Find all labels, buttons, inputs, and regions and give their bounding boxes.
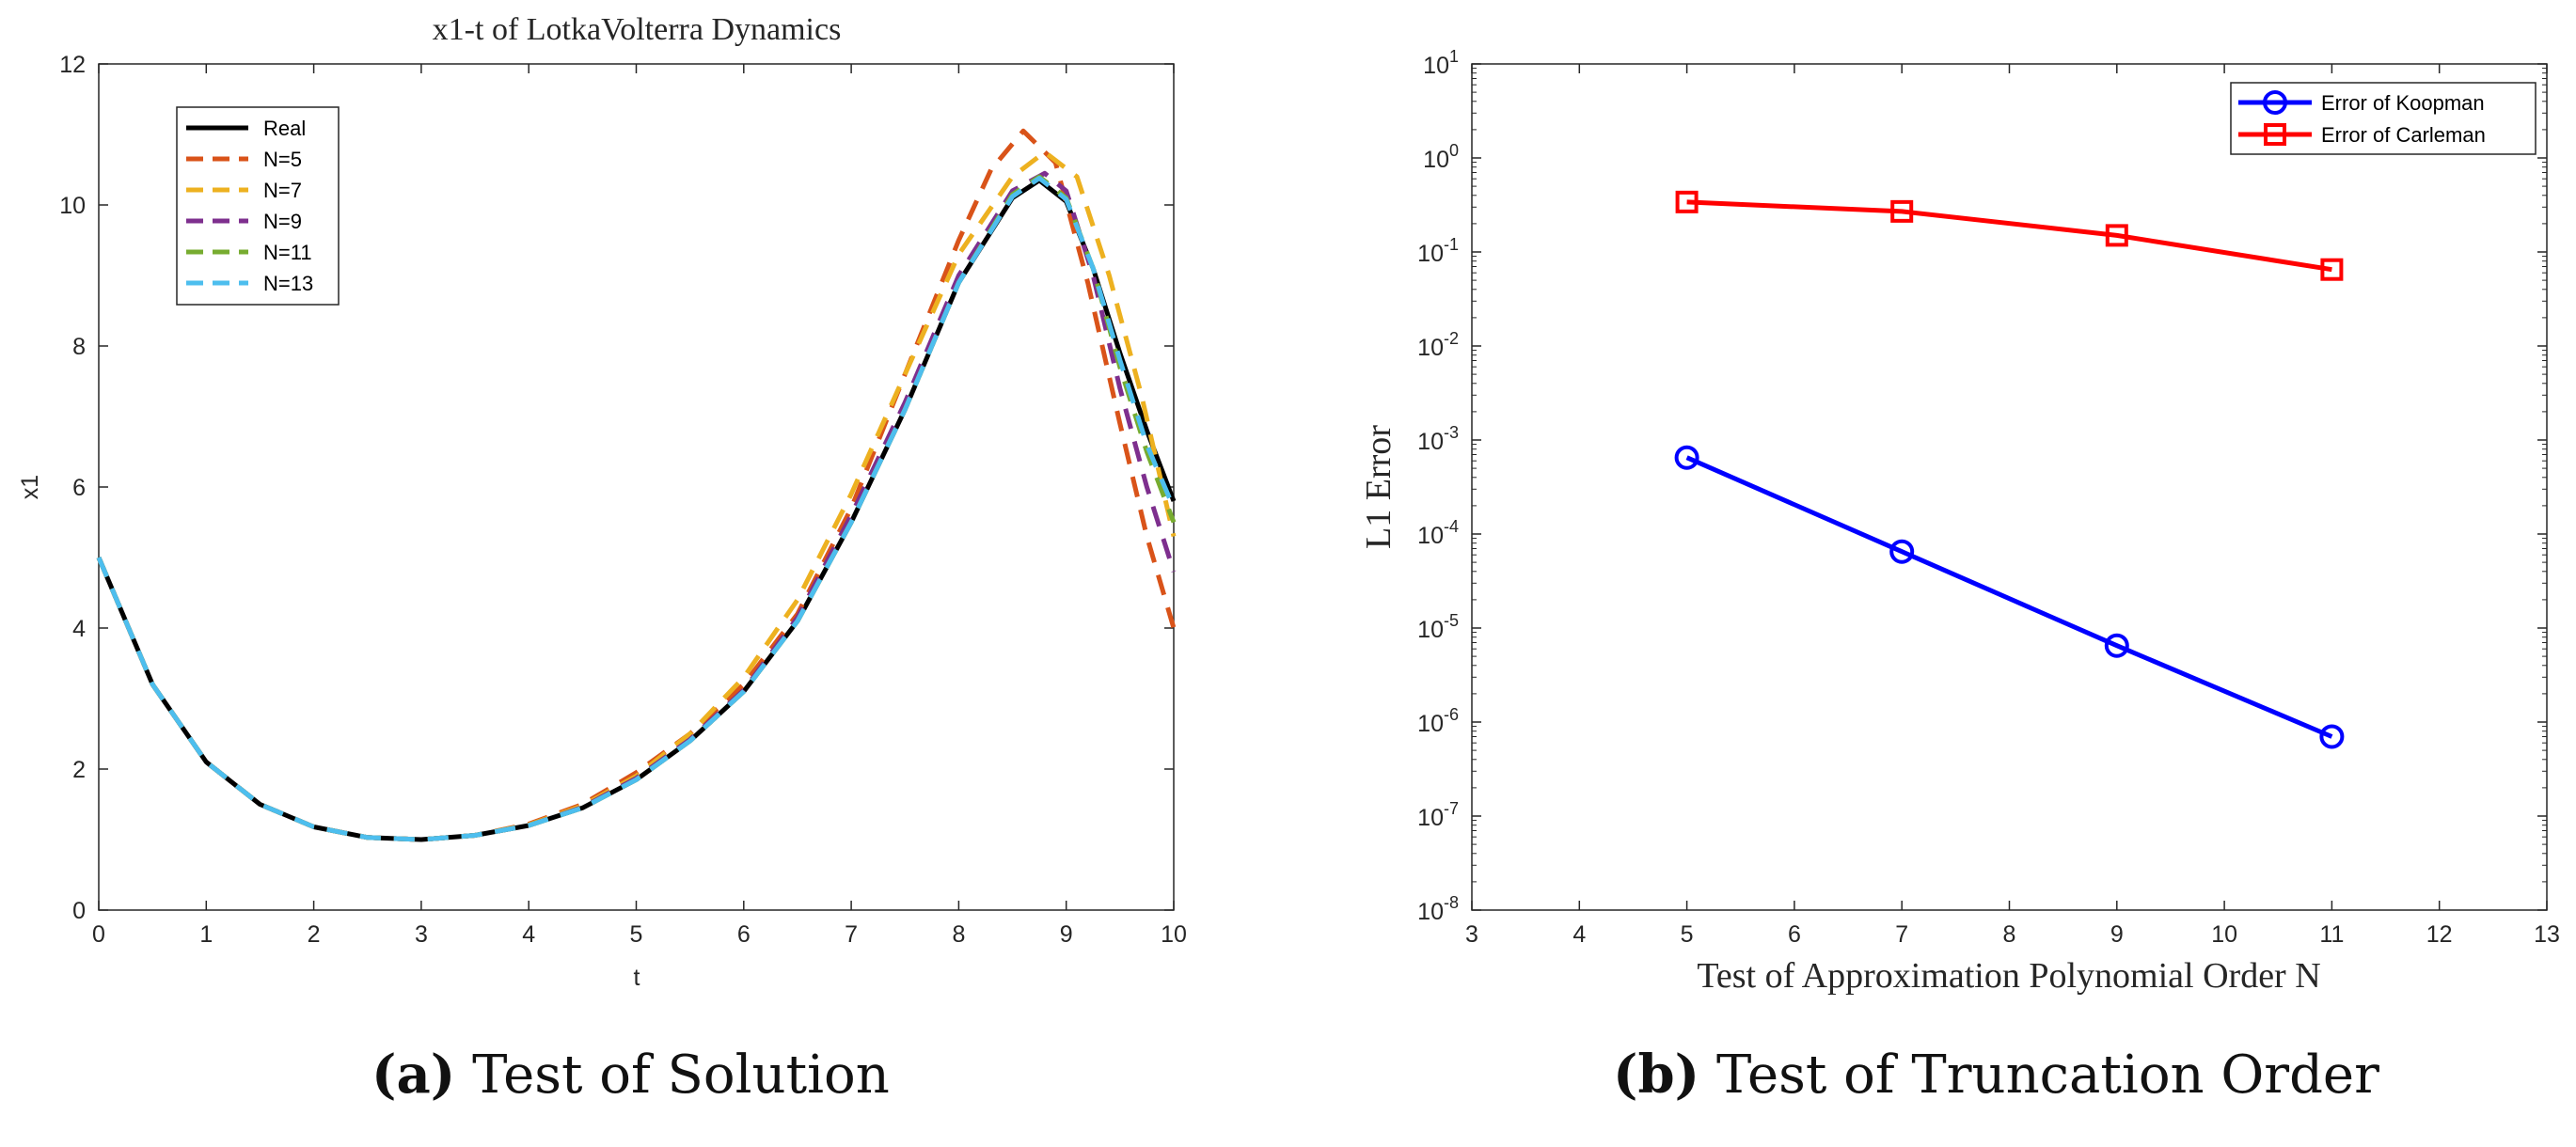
data-point-error-of-carleman — [1890, 199, 1914, 223]
y-tick-label: 4 — [72, 616, 86, 642]
y-tick-label: 10-8 — [1417, 893, 1459, 925]
caption-a-letter: (a) — [371, 1044, 456, 1106]
legend-box — [176, 106, 340, 306]
y-tick-label: 12 — [59, 52, 86, 78]
x-tick-label: 2 — [308, 921, 321, 948]
x-tick-label: 9 — [1060, 921, 1073, 948]
y-tick-label: 8 — [72, 334, 86, 360]
series-line-n-13 — [96, 176, 1177, 842]
x-tick-label: 5 — [1681, 921, 1694, 948]
caption-a-text: Test of Solution — [472, 1045, 890, 1106]
data-point-error-of-koopman — [2319, 724, 2345, 749]
x-tick-label: 10 — [1161, 921, 1187, 948]
x-tick-label: 5 — [630, 921, 643, 948]
x-tick-label: 6 — [737, 921, 751, 948]
x-tick-label: 3 — [1465, 921, 1478, 948]
y-tick-label: 2 — [72, 757, 86, 783]
caption-b-letter: (b) — [1613, 1044, 1700, 1106]
panel-a-ylabel: x1 — [17, 475, 43, 499]
panel-a-series — [96, 128, 1177, 842]
panel-b-legend: Error of Koopman Error of Carleman — [2230, 82, 2536, 155]
x-tick-label: 7 — [1895, 921, 1908, 948]
panel-b-axes: 3 4 5 6 7 8 9 10 11 12 13 10-8 10-7 10-6 10-5 10-4 10-3 1… — [1417, 47, 2560, 948]
panel-a-legend: Real N=5 N=7 N=9 N=11 N=13 — [176, 106, 340, 306]
panel-b-xlabel: Test of Approximation Polynomial Order N — [1697, 956, 2320, 996]
y-tick-label: 10-4 — [1417, 517, 1459, 549]
panel-b-ylabel: L1 Error — [1359, 425, 1399, 549]
panel-b-plot-area — [1471, 63, 2548, 911]
y-tick-label: 6 — [72, 475, 86, 501]
caption-b: (b) Test of Truncation Order — [1613, 1044, 2379, 1106]
x-tick-label: 1 — [199, 921, 213, 948]
legend-label: Error of Carleman — [2321, 123, 2486, 147]
y-tick-label: 10-1 — [1417, 235, 1459, 267]
x-tick-label: 12 — [2426, 921, 2453, 948]
caption-a: (a) Test of Solution — [371, 1044, 890, 1106]
y-tick-label: 100 — [1423, 141, 1459, 173]
legend-label: Error of Koopman — [2321, 91, 2485, 115]
x-tick-label: 6 — [1788, 921, 1801, 948]
y-tick-label: 10 — [59, 193, 86, 219]
x-tick-label: 11 — [2319, 921, 2344, 948]
x-tick-label: 7 — [845, 921, 858, 948]
panel-b-series — [1674, 190, 2345, 749]
x-tick-label: 13 — [2534, 921, 2560, 948]
legend-marker — [2264, 123, 2286, 146]
legend-label: N=5 — [263, 148, 302, 171]
x-tick-label: 4 — [522, 921, 535, 948]
data-point-error-of-koopman — [2104, 633, 2129, 658]
panel-b-chart: 3 4 5 6 7 8 9 10 11 12 13 10-8 10-7 10-6 10-5 10-4 10-3 1… — [1359, 47, 2560, 996]
x-tick-label: 8 — [2003, 921, 2016, 948]
data-point-error-of-carleman — [2105, 224, 2128, 247]
x-tick-label: 4 — [1572, 921, 1586, 948]
data-point-error-of-koopman — [1889, 539, 1915, 564]
panel-a-xlabel: t — [634, 965, 640, 991]
caption-b-text: Test of Truncation Order — [1715, 1045, 2379, 1106]
legend-label: N=13 — [263, 272, 313, 295]
y-tick-label: 10-7 — [1417, 799, 1459, 831]
data-point-error-of-carleman — [1675, 190, 1699, 213]
x-tick-label: 0 — [92, 921, 105, 948]
y-tick-label: 10-2 — [1417, 329, 1459, 361]
series-line-error-of-carleman — [1686, 199, 2332, 273]
y-tick-label: 10-6 — [1417, 705, 1459, 737]
legend-label: N=11 — [263, 241, 312, 264]
legend-label: Real — [263, 117, 306, 140]
x-tick-label: 9 — [2110, 921, 2124, 948]
y-tick-label: 0 — [72, 898, 86, 924]
x-tick-label: 3 — [415, 921, 428, 948]
series-line-error-of-koopman — [1685, 455, 2333, 739]
legend-label: N=9 — [263, 210, 302, 233]
y-tick-label: 101 — [1423, 47, 1459, 79]
legend-marker — [2263, 90, 2287, 115]
x-tick-label: 10 — [2211, 921, 2237, 948]
x-tick-label: 8 — [952, 921, 965, 948]
data-point-error-of-carleman — [2320, 258, 2344, 281]
y-tick-label: 10-5 — [1417, 611, 1459, 643]
y-tick-label: 10-3 — [1417, 423, 1459, 455]
data-point-error-of-koopman — [1674, 445, 1699, 470]
panel-a-title: x1-t of LotkaVolterra Dynamics — [433, 12, 842, 47]
legend-label: N=7 — [263, 179, 302, 202]
